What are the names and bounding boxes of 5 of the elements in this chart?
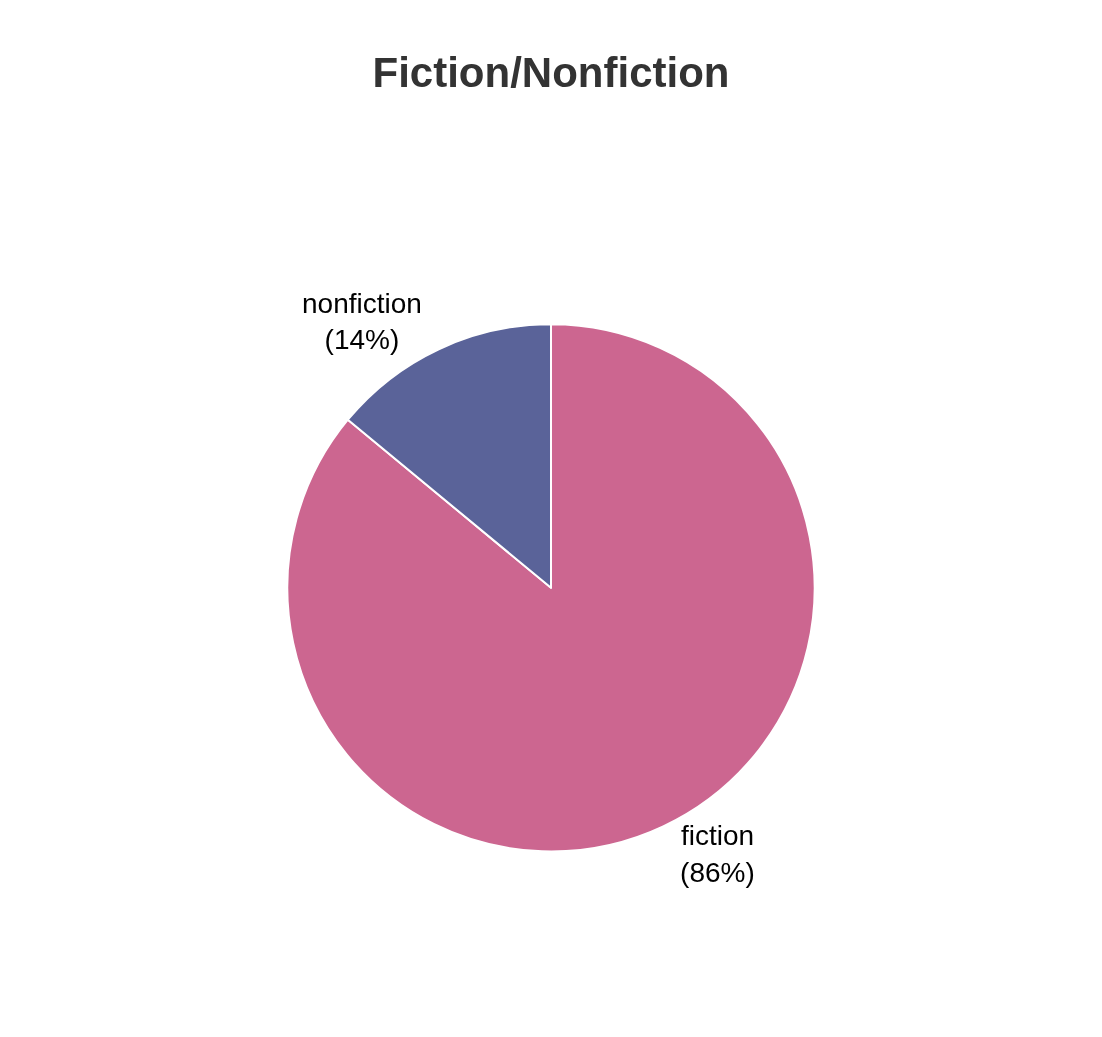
data-label: (86%) [680, 856, 755, 888]
slice-label: nonfiction [302, 287, 422, 319]
data-label: (14%) [324, 324, 400, 356]
chart-title: Fiction/Nonfiction [372, 49, 730, 97]
slice-label: fiction [680, 820, 755, 852]
